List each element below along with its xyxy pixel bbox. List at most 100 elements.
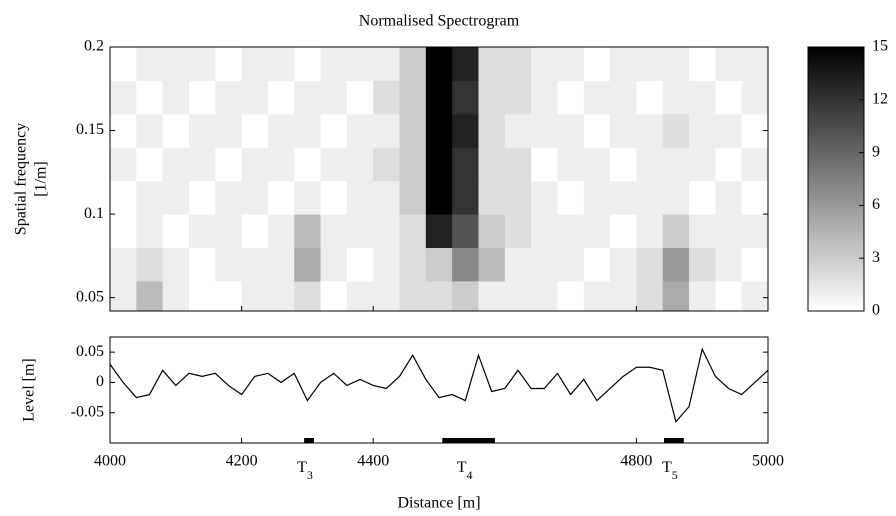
colorbar-tick-label: 6 (872, 196, 880, 213)
heat-cell (452, 147, 479, 182)
heat-cell (320, 280, 348, 311)
heat-cell (215, 113, 243, 148)
heat-cell (241, 247, 269, 282)
heat-cell (610, 47, 637, 81)
y-axis-label: Level [m] (21, 358, 38, 422)
heat-cell (346, 247, 374, 282)
heat-cell (373, 47, 401, 81)
heat-cell (373, 180, 401, 215)
heat-cell (215, 180, 243, 215)
chart-title: Normalised Spectrogram (359, 13, 520, 30)
section-bar (304, 438, 314, 443)
heat-cell (610, 180, 637, 215)
heat-cell (504, 180, 532, 215)
heat-cell (373, 280, 401, 311)
section-bar (442, 438, 495, 443)
heat-cell (557, 80, 585, 115)
heat-cell (162, 80, 190, 115)
y-tick-label: 0.1 (84, 205, 104, 222)
heat-cell (531, 180, 558, 215)
x-tick-label: 4400 (357, 453, 389, 470)
heat-cell (320, 180, 348, 215)
heat-cell (610, 214, 637, 249)
y-tick-label: 0.15 (76, 121, 104, 138)
heat-cell (478, 280, 506, 311)
heat-cell (425, 280, 453, 311)
heat-cell (136, 80, 164, 115)
heat-cell (267, 80, 295, 115)
heat-cell (294, 147, 322, 182)
heat-cell (715, 113, 743, 148)
heat-cell (136, 247, 164, 282)
heat-cell (636, 147, 664, 182)
colorbar-tick-label: 15 (872, 38, 888, 55)
heat-cell (689, 280, 716, 311)
heat-cell (110, 147, 137, 182)
heat-cell (373, 214, 401, 249)
heat-cell (373, 80, 401, 115)
heat-cell (715, 180, 743, 215)
heat-cell (188, 280, 216, 311)
heat-cell (478, 247, 506, 282)
heat-cell (610, 80, 637, 115)
heat-cell (294, 47, 322, 81)
heat-cell (452, 280, 479, 311)
plot-frame (109, 336, 769, 444)
x-tick-label: 4200 (226, 453, 258, 470)
heat-cell (294, 280, 322, 311)
heat-cell (162, 180, 190, 215)
heat-cell (188, 80, 216, 115)
heat-cell (636, 113, 664, 148)
heat-cell (399, 80, 427, 115)
heat-cell (478, 80, 506, 115)
heat-cell (741, 180, 768, 215)
section-bar (664, 438, 684, 443)
y-axis-label: [1/m] (33, 161, 50, 197)
section-label-sub: 5 (672, 468, 678, 482)
heat-cell (478, 113, 506, 148)
heat-cell (583, 147, 611, 182)
heat-cell (110, 280, 137, 311)
heat-cell (662, 47, 690, 81)
heat-cell (531, 147, 558, 182)
heat-cell (531, 247, 558, 282)
section-label: T5 (662, 459, 678, 482)
heat-cell (662, 214, 690, 249)
heat-cell (452, 247, 479, 282)
heat-cell (399, 47, 427, 81)
heat-cell (504, 47, 532, 81)
heat-cell (583, 280, 611, 311)
heat-cell (110, 47, 137, 81)
heat-cell (320, 147, 348, 182)
spectrogram (110, 47, 768, 311)
heat-cell (557, 147, 585, 182)
heat-cell (583, 180, 611, 215)
heat-cell (346, 280, 374, 311)
heat-cell (320, 214, 348, 249)
heat-cell (241, 113, 269, 148)
heat-cell (452, 214, 479, 249)
heat-cell (188, 47, 216, 81)
heat-cell (320, 247, 348, 282)
heat-cell (504, 280, 532, 311)
heat-cell (425, 113, 453, 148)
section-label: T3 (297, 459, 313, 482)
heat-cell (662, 247, 690, 282)
level-line (109, 347, 769, 424)
heat-cell (110, 180, 137, 215)
heat-cell (267, 280, 295, 311)
heat-cell (504, 147, 532, 182)
heat-cell (110, 214, 137, 249)
colorbar-tick-label: 0 (872, 302, 880, 319)
heat-cell (636, 247, 664, 282)
heat-cell (320, 80, 348, 115)
heat-cell (741, 214, 768, 249)
heat-cell (294, 113, 322, 148)
heat-cell (320, 113, 348, 148)
heat-cell (294, 214, 322, 249)
heat-cell (425, 180, 453, 215)
heat-cell (557, 180, 585, 215)
heat-cell (188, 247, 216, 282)
heat-cell (425, 80, 453, 115)
heat-cell (531, 214, 558, 249)
